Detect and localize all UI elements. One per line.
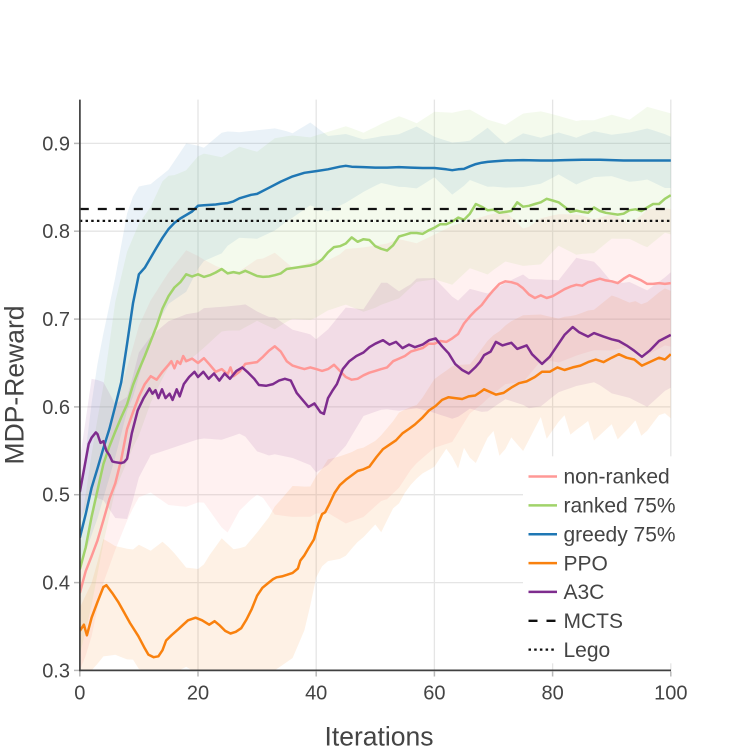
svg-text:0.6: 0.6 <box>42 397 70 419</box>
svg-text:non-ranked: non-ranked <box>564 466 670 489</box>
svg-text:20: 20 <box>187 683 209 705</box>
svg-text:0.4: 0.4 <box>42 573 70 595</box>
svg-text:60: 60 <box>423 683 445 705</box>
svg-text:0.3: 0.3 <box>42 660 70 682</box>
svg-text:0: 0 <box>74 683 85 705</box>
svg-text:PPO: PPO <box>564 552 608 575</box>
svg-text:Iterations: Iterations <box>324 722 433 750</box>
svg-text:40: 40 <box>305 683 327 705</box>
svg-text:ranked 75%: ranked 75% <box>564 495 676 518</box>
svg-text:A3C: A3C <box>564 581 605 604</box>
svg-text:MCTS: MCTS <box>564 610 624 633</box>
svg-text:100: 100 <box>654 683 687 705</box>
svg-text:MDP-Reward: MDP-Reward <box>0 305 30 464</box>
svg-text:80: 80 <box>541 683 563 705</box>
svg-text:0.7: 0.7 <box>42 309 70 331</box>
svg-text:greedy 75%: greedy 75% <box>564 523 676 546</box>
svg-text:Lego: Lego <box>564 639 611 662</box>
svg-text:0.5: 0.5 <box>42 485 70 507</box>
svg-text:0.9: 0.9 <box>42 133 70 155</box>
svg-text:0.8: 0.8 <box>42 221 70 243</box>
